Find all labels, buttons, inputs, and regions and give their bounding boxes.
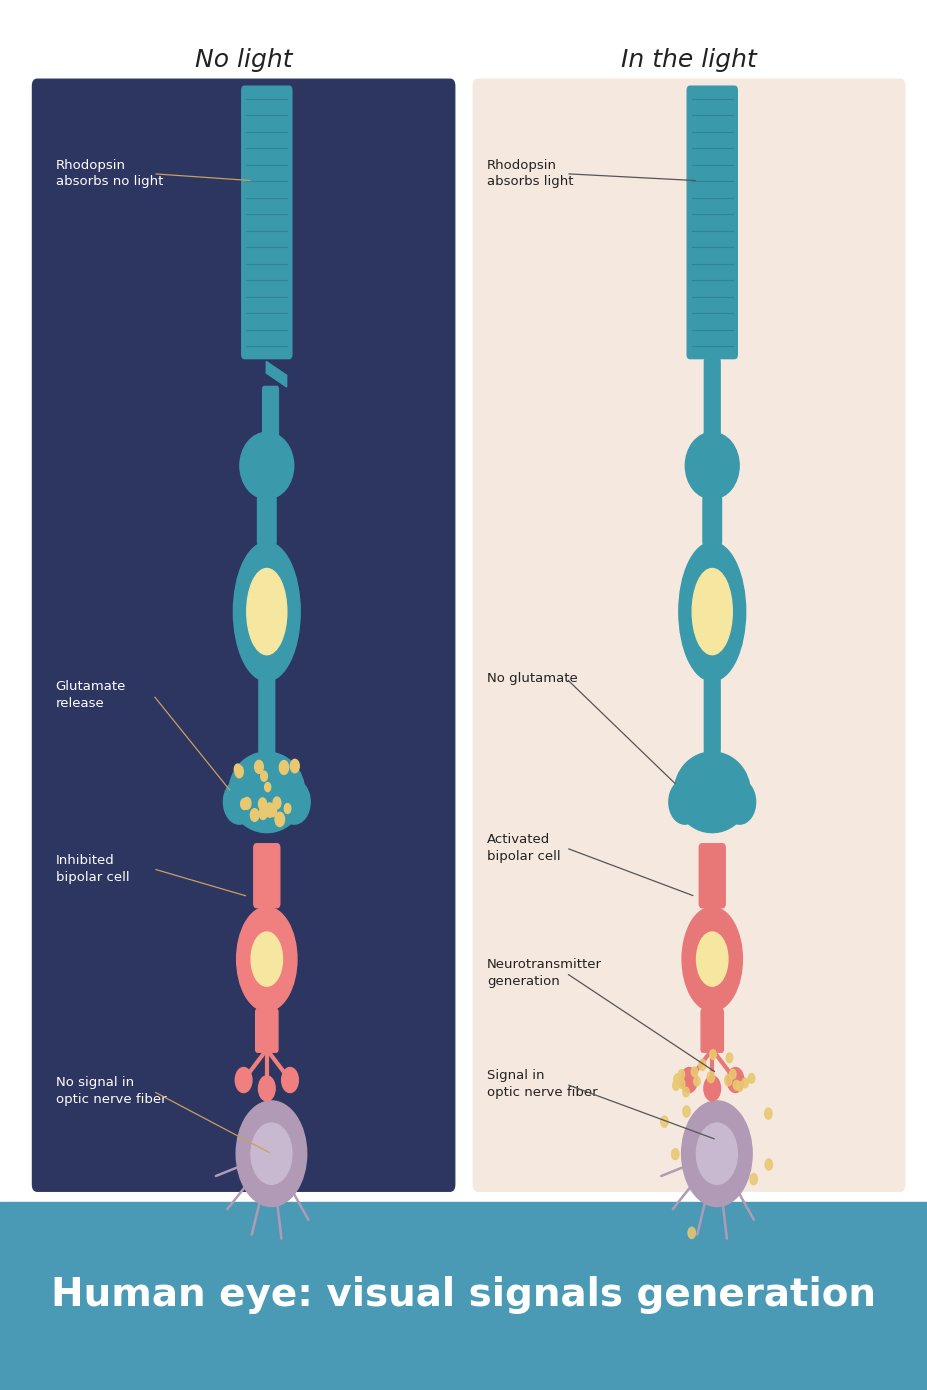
FancyBboxPatch shape [686,86,737,359]
Ellipse shape [251,931,282,986]
FancyBboxPatch shape [703,496,721,545]
FancyBboxPatch shape [258,496,276,545]
Text: Activated
bipolar cell: Activated bipolar cell [487,833,560,863]
Ellipse shape [673,752,749,833]
FancyBboxPatch shape [262,386,278,448]
Polygon shape [266,361,286,386]
Circle shape [724,1074,731,1086]
Circle shape [284,803,290,813]
Circle shape [736,1081,743,1091]
FancyBboxPatch shape [256,1009,278,1052]
Circle shape [726,1054,732,1063]
Ellipse shape [723,780,755,824]
Circle shape [706,1072,714,1083]
Circle shape [709,1049,716,1059]
FancyBboxPatch shape [259,678,274,753]
Circle shape [672,1080,679,1090]
Circle shape [270,806,276,816]
Circle shape [264,783,271,792]
Ellipse shape [696,931,727,986]
Text: No signal in
optic nerve fiber: No signal in optic nerve fiber [56,1076,166,1106]
Circle shape [236,1101,307,1207]
Ellipse shape [681,906,742,1011]
Text: Inhibited
bipolar cell: Inhibited bipolar cell [56,853,129,884]
Circle shape [747,1073,754,1083]
Circle shape [673,1074,679,1084]
FancyBboxPatch shape [704,359,719,448]
Circle shape [732,1080,739,1090]
Bar [0,0,927,1209]
Text: No light: No light [195,47,292,72]
Circle shape [693,1076,700,1086]
Circle shape [250,809,259,821]
Circle shape [274,812,285,827]
Ellipse shape [247,569,286,655]
Circle shape [749,1173,756,1184]
Ellipse shape [229,752,305,833]
Circle shape [254,760,263,773]
Ellipse shape [684,432,739,499]
Circle shape [259,1076,275,1101]
Circle shape [680,1101,751,1207]
Circle shape [270,806,276,816]
FancyBboxPatch shape [473,79,904,1191]
Text: No glutamate: No glutamate [487,671,578,685]
Text: Human eye: visual signals generation: Human eye: visual signals generation [51,1276,876,1315]
Circle shape [250,1123,292,1184]
FancyBboxPatch shape [241,86,291,359]
FancyBboxPatch shape [701,1009,723,1052]
FancyBboxPatch shape [32,79,454,1191]
Circle shape [259,798,266,810]
Circle shape [282,1068,298,1093]
Text: Rhodopsin
absorbs no light: Rhodopsin absorbs no light [56,158,163,189]
Circle shape [260,771,267,781]
Circle shape [687,1227,694,1238]
Text: Signal in
optic nerve fiber: Signal in optic nerve fiber [487,1069,597,1099]
FancyBboxPatch shape [704,678,719,753]
Circle shape [680,1068,697,1093]
Circle shape [704,1076,719,1101]
Text: In the light: In the light [620,47,756,72]
Circle shape [671,1148,679,1159]
Bar [0,1202,927,1390]
Ellipse shape [679,542,745,681]
Circle shape [290,759,298,773]
Circle shape [678,1070,684,1080]
Circle shape [240,799,248,809]
Circle shape [698,1059,705,1070]
Circle shape [678,1079,684,1088]
Circle shape [741,1079,747,1088]
Text: Rhodopsin
absorbs light: Rhodopsin absorbs light [487,158,573,189]
Circle shape [729,1069,735,1079]
Circle shape [682,1106,690,1118]
Circle shape [764,1159,771,1170]
Circle shape [695,1123,737,1184]
Ellipse shape [278,780,310,824]
Ellipse shape [236,906,297,1011]
Ellipse shape [668,780,700,824]
Ellipse shape [692,569,731,655]
Circle shape [279,760,288,774]
Circle shape [691,1068,697,1077]
Circle shape [660,1116,667,1127]
Text: Neurotransmitter
generation: Neurotransmitter generation [487,958,602,988]
Text: Glutamate
release: Glutamate release [56,680,126,710]
FancyBboxPatch shape [699,844,725,908]
Circle shape [727,1068,743,1093]
Circle shape [234,765,241,774]
Ellipse shape [240,432,294,499]
Ellipse shape [223,780,255,824]
Circle shape [235,766,243,778]
Circle shape [764,1108,771,1119]
FancyBboxPatch shape [254,844,280,908]
Circle shape [273,796,281,809]
Ellipse shape [234,542,300,681]
Circle shape [235,1068,252,1093]
Circle shape [243,798,250,809]
Circle shape [265,803,274,817]
Circle shape [682,1087,689,1097]
Circle shape [259,808,267,820]
